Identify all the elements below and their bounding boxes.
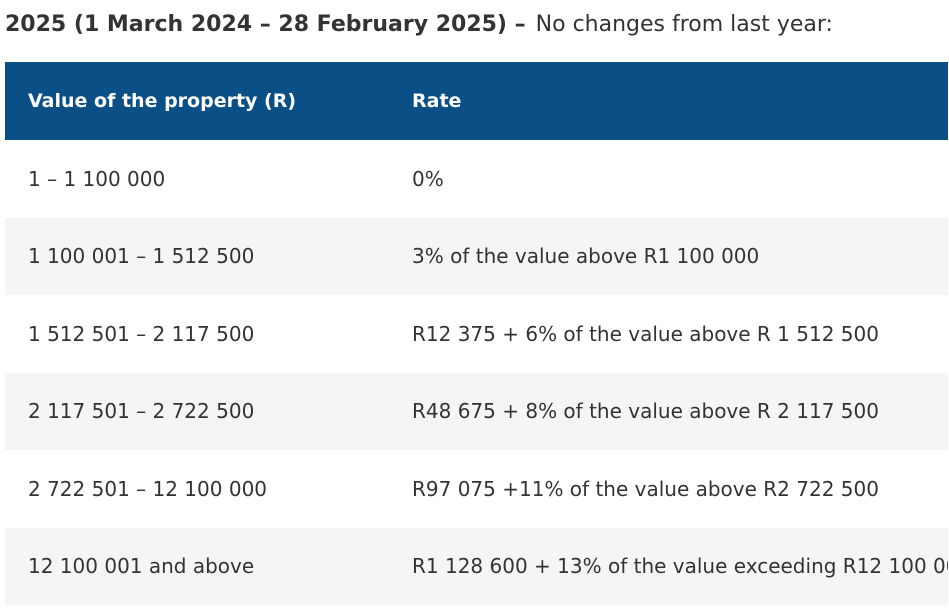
cell-property-value: 12 100 001 and above <box>28 554 255 579</box>
header-rate: Rate <box>412 90 462 112</box>
cell-property-value: 2 117 501 – 2 722 500 <box>28 399 255 424</box>
transfer-duty-table: Value of the property (R) Rate 1 – 1 100… <box>5 62 948 605</box>
heading-note: No changes from last year: <box>535 12 833 37</box>
cell-property-value: 1 512 501 – 2 117 500 <box>28 321 255 346</box>
table-header-row: Value of the property (R) Rate <box>5 62 948 140</box>
cell-rate: 0% <box>412 166 444 191</box>
table-row: 1 100 001 – 1 512 500 3% of the value ab… <box>5 217 948 295</box>
header-value-of-property: Value of the property (R) <box>28 90 297 112</box>
table-row: 12 100 001 and above R1 128 600 + 13% of… <box>5 527 948 605</box>
cell-rate: R1 128 600 + 13% of the value exceeding … <box>412 554 948 579</box>
cell-rate: 3% of the value above R1 100 000 <box>412 244 760 269</box>
cell-property-value: 1 – 1 100 000 <box>28 166 166 191</box>
table-row: 1 – 1 100 000 0% <box>5 140 948 218</box>
cell-rate: R12 375 + 6% of the value above R 1 512 … <box>412 321 879 346</box>
table-row: 1 512 501 – 2 117 500 R12 375 + 6% of th… <box>5 295 948 373</box>
heading-tax-year: 2025 (1 March 2024 – 28 February 2025) – <box>5 12 526 37</box>
cell-rate: R48 675 + 8% of the value above R 2 117 … <box>412 399 879 424</box>
table-body: 1 – 1 100 000 0% 1 100 001 – 1 512 500 3… <box>5 140 948 605</box>
cell-rate: R97 075 +11% of the value above R2 722 5… <box>412 476 879 501</box>
cell-property-value: 2 722 501 – 12 100 000 <box>28 476 268 501</box>
page-heading: 2025 (1 March 2024 – 28 February 2025) –… <box>5 10 833 40</box>
table-row: 2 117 501 – 2 722 500 R48 675 + 8% of th… <box>5 372 948 450</box>
cell-property-value: 1 100 001 – 1 512 500 <box>28 244 255 269</box>
table-row: 2 722 501 – 12 100 000 R97 075 +11% of t… <box>5 450 948 528</box>
table-header: Value of the property (R) Rate <box>5 62 948 140</box>
